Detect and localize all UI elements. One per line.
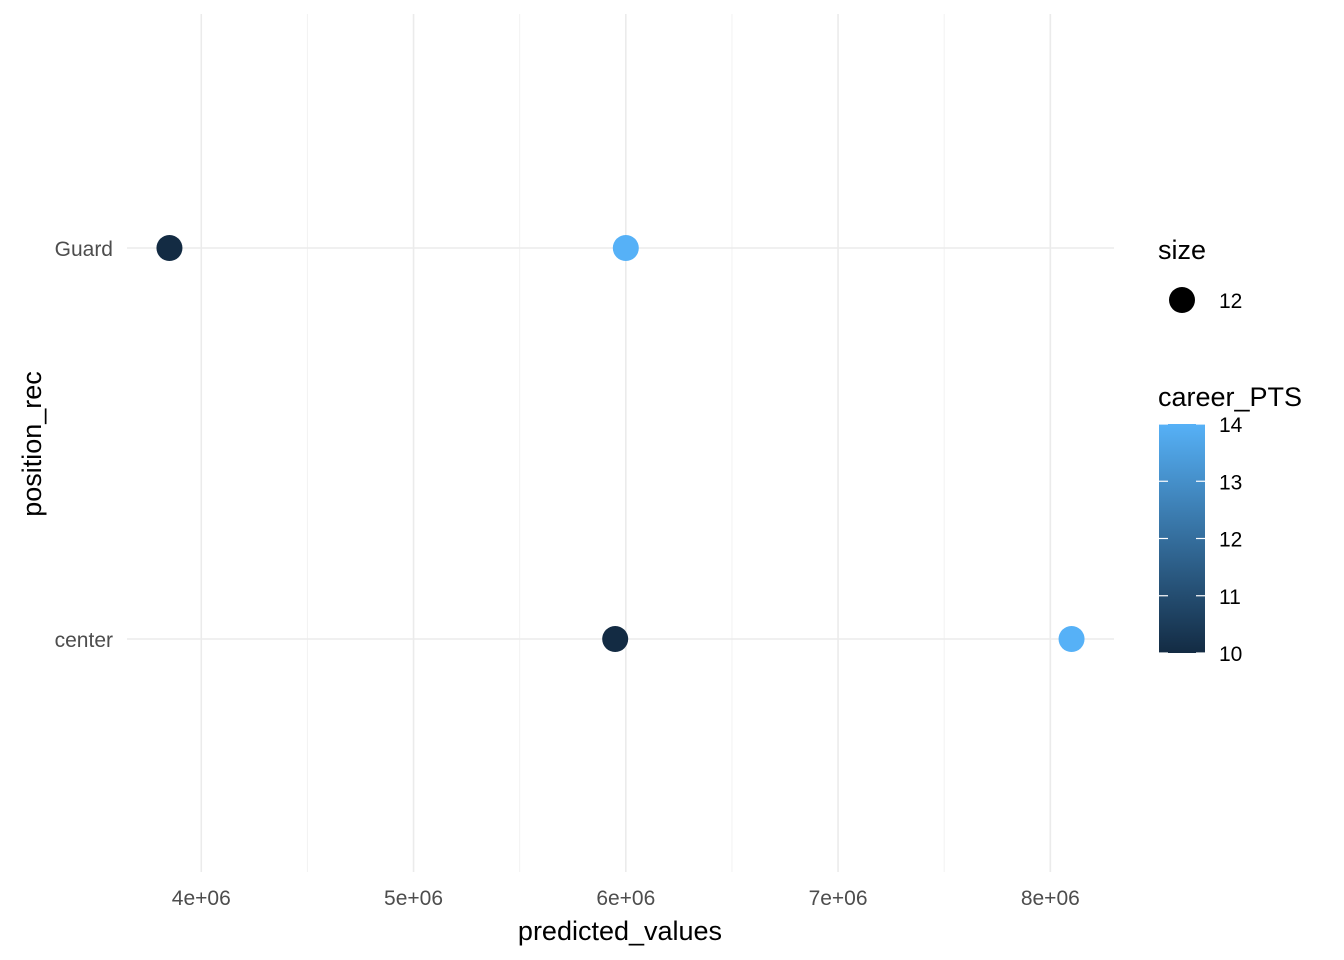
- grid-lines: [127, 14, 1114, 872]
- data-point: [602, 626, 629, 652]
- y-axis-ticks: center Guard: [55, 238, 113, 652]
- color-legend: career_PTS 10 11 12 13 14: [1158, 382, 1302, 666]
- color-legend-title: career_PTS: [1158, 382, 1302, 412]
- colorbar-label: 10: [1219, 643, 1242, 666]
- x-tick-label: 6e+06: [596, 887, 655, 910]
- size-legend-title: size: [1158, 235, 1206, 265]
- y-tick-label: Guard: [55, 238, 113, 261]
- x-tick-label: 5e+06: [384, 887, 443, 910]
- y-tick-label: center: [55, 629, 113, 652]
- legend: size 12 career_PTS 10 11 12 13 14: [1158, 235, 1302, 666]
- data-points: [156, 235, 1085, 652]
- data-point: [156, 235, 183, 261]
- data-point: [1058, 626, 1085, 652]
- colorbar-label: 14: [1219, 414, 1243, 437]
- x-tick-label: 8e+06: [1021, 887, 1080, 910]
- size-legend-label: 12: [1219, 290, 1242, 313]
- x-axis-ticks: 4e+06 5e+06 6e+06 7e+06 8e+06: [172, 887, 1080, 910]
- colorbar-ticks: 10 11 12 13 14: [1159, 414, 1243, 666]
- colorbar-label: 13: [1219, 471, 1242, 494]
- x-tick-label: 7e+06: [809, 887, 868, 910]
- x-tick-label: 4e+06: [172, 887, 231, 910]
- size-legend: size 12: [1158, 235, 1242, 313]
- y-axis-title: position_rec: [17, 371, 47, 517]
- size-legend-key: [1169, 287, 1195, 313]
- x-axis-title: predicted_values: [518, 916, 722, 946]
- colorbar-label: 11: [1219, 586, 1241, 609]
- colorbar-label: 12: [1219, 529, 1242, 552]
- data-point: [612, 235, 639, 261]
